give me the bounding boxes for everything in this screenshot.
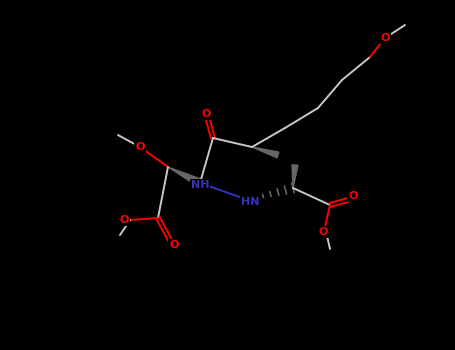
Text: O: O [119, 215, 129, 225]
Text: NH: NH [191, 180, 209, 190]
Text: O: O [135, 142, 145, 152]
Text: O: O [169, 240, 179, 250]
Text: HN: HN [241, 197, 259, 207]
Polygon shape [168, 167, 202, 187]
Polygon shape [252, 147, 279, 158]
Text: O: O [318, 227, 328, 237]
Text: O: O [201, 109, 211, 119]
Text: O: O [349, 191, 358, 201]
Text: O: O [380, 33, 389, 43]
Polygon shape [292, 165, 298, 188]
